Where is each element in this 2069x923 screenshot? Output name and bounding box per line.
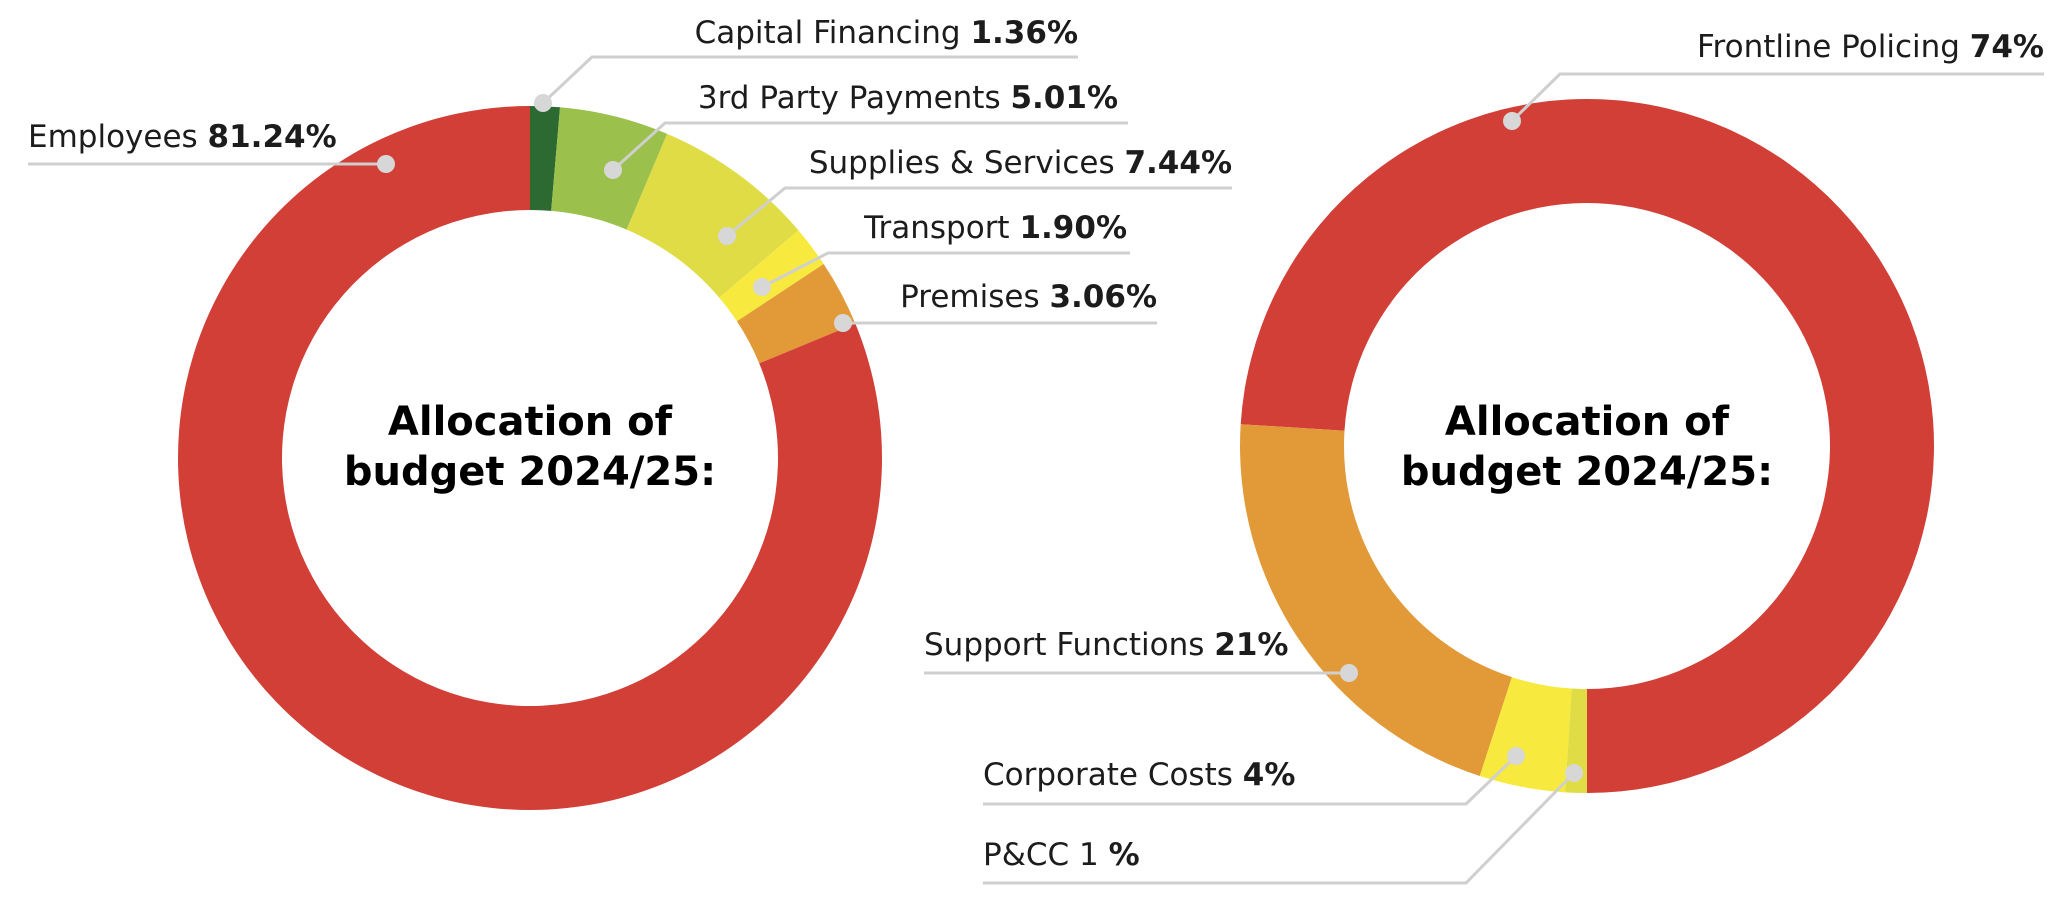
slice-label-name: Premises <box>900 279 1049 315</box>
leader-line <box>541 55 1078 105</box>
chart-title-line: Allocation of <box>388 399 673 445</box>
leader-dot <box>377 155 395 173</box>
slice-label-name: Capital Financing <box>695 15 971 51</box>
slice-label: Supplies & Services 7.44% <box>809 145 1232 181</box>
slice-frontline-policing <box>1240 99 1934 794</box>
slice-label: P&CC 1 % <box>983 837 1140 873</box>
leader-dot <box>834 314 852 332</box>
slice-label-value: 1.90% <box>1019 210 1127 246</box>
slice-label-name: Transport <box>863 210 1019 246</box>
donut-chart-1: Capital Financing 1.36% 3rd Party Payment… <box>28 15 1232 810</box>
donut-chart-2: Frontline Policing 74% Support Functions … <box>924 29 2044 885</box>
slice-label: Support Functions 21% <box>924 627 1288 663</box>
slice-label-value: 7.44% <box>1124 145 1232 181</box>
slice-label-name: Support Functions <box>924 627 1214 663</box>
leader-line <box>983 754 1518 806</box>
leader-line <box>761 251 1130 289</box>
slice-corporate-costs <box>1479 677 1572 793</box>
slice-label-name: Employees <box>28 119 208 155</box>
slice-label-value: 1.36% <box>970 15 1078 51</box>
slice-support-functions <box>1239 424 1512 777</box>
leader-line <box>726 186 1232 238</box>
slice-label-value: 5.01% <box>1010 80 1118 116</box>
leader-line <box>611 121 1128 172</box>
slice-capital-financing <box>530 106 561 211</box>
leader-dot <box>604 161 622 179</box>
slice-supplies-services <box>626 133 799 298</box>
slice-label-value: 21% <box>1214 627 1288 663</box>
chart-title-line: budget 2024/25: <box>1401 449 1773 495</box>
slice-label-name: P&CC 1 <box>983 837 1109 873</box>
slice-label-value: 3.06% <box>1049 279 1157 315</box>
slice-premises <box>736 263 856 364</box>
leader-dot <box>1340 664 1358 682</box>
slice-employees <box>178 106 882 810</box>
slice-label-value: 74% <box>1970 29 2044 65</box>
slice-label-value: 81.24% <box>208 119 337 155</box>
chart-title-line: budget 2024/25: <box>344 449 716 495</box>
slice-label: Employees 81.24% <box>28 119 337 155</box>
leader-dot <box>1503 112 1521 130</box>
leader-dot <box>534 94 552 112</box>
leader-dot <box>1507 747 1525 765</box>
slice-label: Frontline Policing 74% <box>1697 29 2044 65</box>
slice-label: Premises 3.06% <box>900 279 1157 315</box>
slice-transport <box>719 230 824 322</box>
slice-label: Capital Financing 1.36% <box>695 15 1078 51</box>
leader-line <box>1510 72 2044 123</box>
slice-label-value: % <box>1109 837 1140 873</box>
slice-label-name: Supplies & Services <box>809 145 1125 181</box>
slice-label: 3rd Party Payments 5.01% <box>698 80 1118 116</box>
slice-label-value: 4% <box>1243 757 1296 793</box>
leader-dot <box>1565 764 1583 782</box>
slice-label-name: Frontline Policing <box>1697 29 1970 65</box>
leader-dot <box>753 278 771 296</box>
slice-label-name: Corporate Costs <box>983 757 1243 793</box>
leader-line <box>983 771 1576 885</box>
slice-label: Corporate Costs 4% <box>983 757 1295 793</box>
chart-title-line: Allocation of <box>1445 399 1730 445</box>
slice-label-name: 3rd Party Payments <box>698 80 1011 116</box>
slice-label: Transport 1.90% <box>863 210 1127 246</box>
leader-dot <box>718 227 736 245</box>
